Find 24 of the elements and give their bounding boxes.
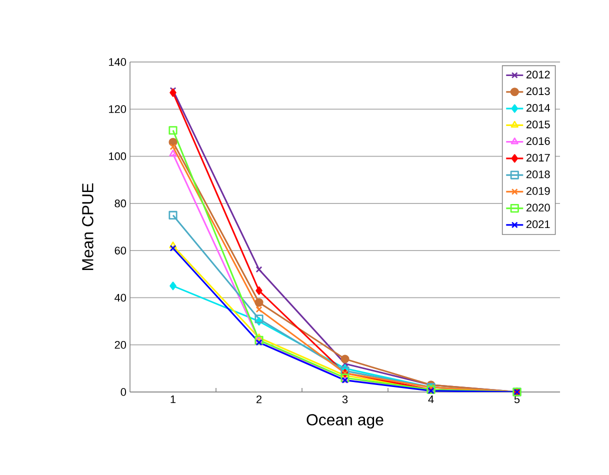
legend-label: 2014 <box>526 104 550 112</box>
x-tick-label: 2 <box>256 396 262 404</box>
y-tick-label: 20 <box>114 340 126 349</box>
legend-label: 2017 <box>526 154 550 162</box>
legend-label: 2018 <box>526 170 550 178</box>
x-tick-label: 3 <box>342 396 348 404</box>
y-tick-label: 60 <box>114 246 126 254</box>
legend-label: 2019 <box>526 187 550 195</box>
y-tick-label: 80 <box>114 200 126 208</box>
legend-label: 2012 <box>526 70 550 78</box>
y-tick-label: 120 <box>109 105 126 114</box>
y-tick-label: 100 <box>109 152 126 160</box>
legend-label: 2020 <box>526 204 550 212</box>
legend-label: 2021 <box>526 220 550 228</box>
x-tick-label: 4 <box>428 396 434 404</box>
y-tick-label: 40 <box>114 294 126 302</box>
legend-label: 2016 <box>526 137 550 145</box>
legend-label: 2013 <box>526 87 550 96</box>
x-tick-label: 1 <box>170 396 176 404</box>
y-tick-label: 140 <box>109 58 126 66</box>
y-axis-title: Mean CPUE <box>82 183 94 270</box>
x-axis-title: Ocean age <box>306 414 384 429</box>
y-tick-label: 0 <box>120 388 126 396</box>
legend-label: 2015 <box>526 120 550 128</box>
